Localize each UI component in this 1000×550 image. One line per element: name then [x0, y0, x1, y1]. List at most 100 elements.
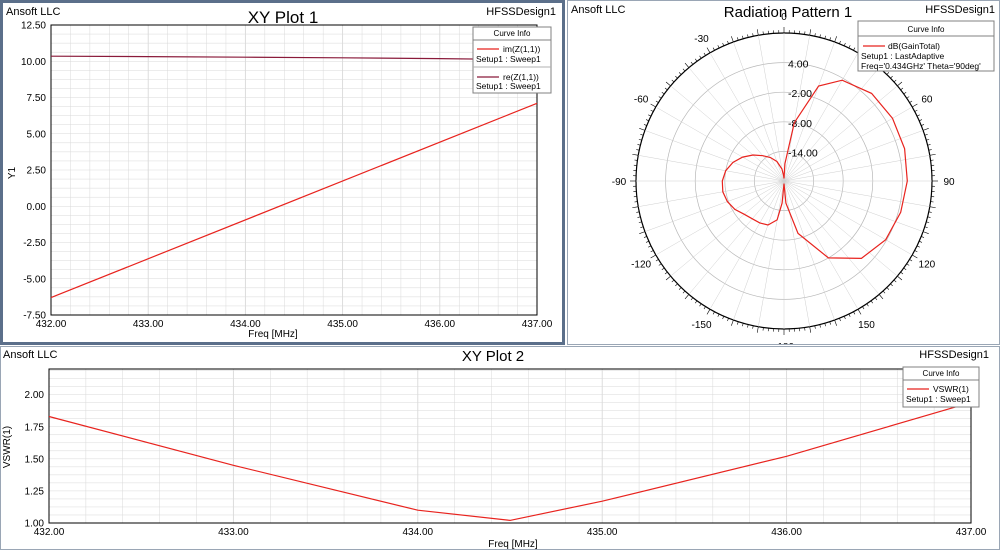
legend-setup-im: Setup1 : Sweep1 [476, 54, 541, 64]
legend-entry: dB(GainTotal) [888, 41, 940, 51]
polar-spoke [783, 67, 880, 182]
polar-tick [706, 309, 711, 315]
polar-tick [699, 55, 702, 59]
polar-tick [839, 40, 841, 44]
polar-tick [882, 290, 886, 294]
polar-tick [916, 114, 920, 117]
polar-spoke [638, 155, 785, 182]
series-lines [48, 401, 972, 522]
polar-spoke [655, 106, 785, 182]
polar-tick [897, 81, 903, 87]
radial-label: -8.00 [788, 118, 812, 130]
design-label: HFSSDesign1 [925, 4, 995, 16]
polar-tick [671, 279, 675, 283]
polar-tick [727, 318, 729, 322]
x-tick-label: 437.00 [522, 319, 553, 330]
polar-tick [664, 271, 668, 275]
polar-tick [655, 259, 659, 262]
y-axis-ticks: 2.00 1.75 1.50 1.25 1.00 [25, 390, 45, 529]
polar-tick [645, 119, 649, 122]
polar-tick [878, 294, 884, 300]
polar-tick [703, 52, 706, 56]
polar-tick [824, 35, 826, 39]
angle-label: -180 [774, 342, 794, 344]
polar-tick [853, 47, 856, 51]
polar-spoke [733, 41, 785, 182]
polar-tick [924, 134, 928, 136]
polar-tick [727, 40, 729, 44]
polar-spoke [638, 180, 785, 207]
polar-tick [903, 267, 907, 270]
polar-tick [722, 316, 725, 320]
polar-tick [893, 79, 897, 83]
polar-tick [870, 300, 873, 304]
xy-plot-1-panel[interactable]: Ansoft LLC XY Plot 1 HFSSDesign1 12.50 10… [0, 0, 565, 345]
polar-tick [640, 134, 644, 136]
radial-labels: 4.00 -2.00 -8.00 -14.00 [788, 59, 818, 160]
polar-spoke [783, 180, 880, 295]
polar-tick [717, 313, 720, 317]
legend[interactable]: Curve Info VSWR(1) Setup1 : Sweep1 [902, 366, 980, 408]
polar-tick [664, 87, 668, 91]
polar-tick [809, 29, 812, 36]
legend-header: Curve Info [494, 29, 531, 38]
polar-tick [638, 221, 642, 223]
polar-spoke [670, 85, 785, 182]
legend[interactable]: Curve Info im(Z(1,1)) Setup1 : Sweep1 re… [472, 26, 552, 94]
plot-area [50, 24, 538, 316]
polar-tick [926, 139, 930, 141]
polar-tick [903, 92, 907, 95]
polar-tick [919, 240, 923, 243]
angle-label: -60 [634, 95, 649, 106]
legend-entry-re: re(Z(1,1)) [503, 72, 539, 82]
polar-tick [684, 62, 690, 68]
polar-tick [886, 287, 890, 290]
polar-tick [722, 42, 725, 46]
polar-spoke [783, 180, 924, 232]
polar-tick [637, 216, 641, 218]
radial-label: 4.00 [788, 59, 809, 71]
polar-spoke [783, 35, 810, 182]
polar-tick [834, 36, 837, 43]
legend-freq: Freq='0.434GHz' Theta='90deg' [861, 61, 981, 71]
radiation-pattern-panel[interactable]: Ansoft LLC Radiation Pattern 1 HFSSDesig… [567, 0, 1000, 345]
polar-tick [645, 240, 649, 243]
y-tick-label: -5.00 [23, 274, 46, 285]
polar-tick [912, 103, 918, 108]
legend[interactable]: Curve Info dB(GainTotal) Setup1 : LastAd… [857, 20, 995, 72]
polar-tick [632, 153, 639, 156]
y-tick-label: 10.00 [21, 57, 46, 68]
x-tick-label: 434.00 [403, 527, 434, 538]
polar-tick [658, 96, 662, 99]
polar-tick [906, 96, 910, 99]
polar-tick [752, 325, 754, 329]
polar-spoke [783, 180, 835, 321]
polar-tick [909, 100, 913, 103]
x-tick-label: 433.00 [218, 527, 249, 538]
polar-tick [648, 114, 652, 117]
polar-tick [906, 263, 910, 266]
polar-spoke [783, 52, 859, 182]
gain-pattern-curve [721, 79, 908, 260]
angle-labels: 0-30-60-90-120-150-180150120906030 [612, 12, 955, 344]
polar-tick [742, 323, 744, 327]
polar-tick [909, 259, 913, 262]
polar-tick [684, 294, 690, 300]
polar-tick [900, 271, 904, 275]
polar-tick [857, 309, 862, 315]
x-tick-label: 432.00 [34, 527, 65, 538]
polar-spoke [733, 180, 785, 321]
polar-spoke [783, 41, 835, 182]
polar-tick [731, 319, 734, 326]
y-tick-label: 5.00 [27, 129, 47, 140]
polar-tick [682, 68, 686, 72]
grid [50, 24, 538, 316]
xy-plot-2-panel[interactable]: Ansoft LLC XY Plot 2 HFSSDesign1 2.00 1.7… [0, 346, 1000, 550]
legend-entry: VSWR(1) [933, 384, 969, 394]
company-label: Ansoft LLC [3, 349, 57, 361]
polar-tick [890, 75, 893, 79]
polar-tick [665, 81, 671, 87]
y-tick-label: 2.50 [27, 166, 47, 177]
legend-setup-re: Setup1 : Sweep1 [476, 81, 541, 91]
polar-tick [893, 279, 897, 283]
